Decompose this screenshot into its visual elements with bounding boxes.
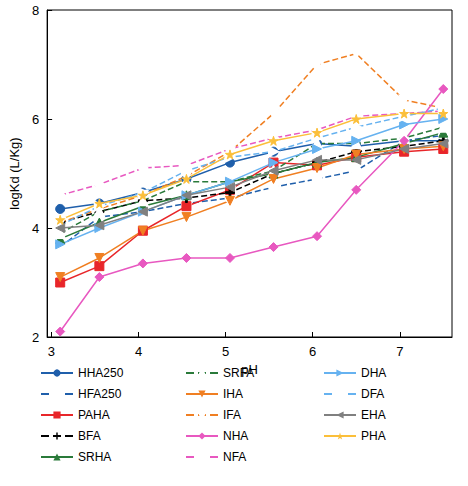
- svg-text:HHA250: HHA250: [78, 366, 124, 380]
- svg-text:NHA: NHA: [223, 429, 248, 443]
- svg-text:4: 4: [135, 344, 142, 359]
- svg-text:5: 5: [222, 344, 229, 359]
- svg-text:2: 2: [32, 330, 39, 345]
- svg-text:7: 7: [396, 344, 403, 359]
- svg-text:PHA: PHA: [361, 429, 386, 443]
- svg-text:DHA: DHA: [361, 366, 386, 380]
- svg-text:NFA: NFA: [223, 450, 246, 464]
- svg-text:6: 6: [32, 112, 39, 127]
- svg-text:HFA250: HFA250: [78, 387, 122, 401]
- svg-text:8: 8: [32, 3, 39, 18]
- svg-text:SRFA: SRFA: [223, 366, 254, 380]
- svg-text:PAHA: PAHA: [78, 408, 110, 422]
- svg-text:6: 6: [309, 344, 316, 359]
- svg-text:SRHA: SRHA: [78, 450, 111, 464]
- svg-text:logKd (L/Kg): logKd (L/Kg): [7, 137, 22, 209]
- svg-text:DFA: DFA: [361, 387, 384, 401]
- svg-text:IFA: IFA: [223, 408, 241, 422]
- svg-text:4: 4: [32, 221, 39, 236]
- svg-text:BFA: BFA: [78, 429, 101, 443]
- svg-text:EHA: EHA: [361, 408, 386, 422]
- svg-text:3: 3: [48, 344, 55, 359]
- svg-text:IHA: IHA: [223, 387, 243, 401]
